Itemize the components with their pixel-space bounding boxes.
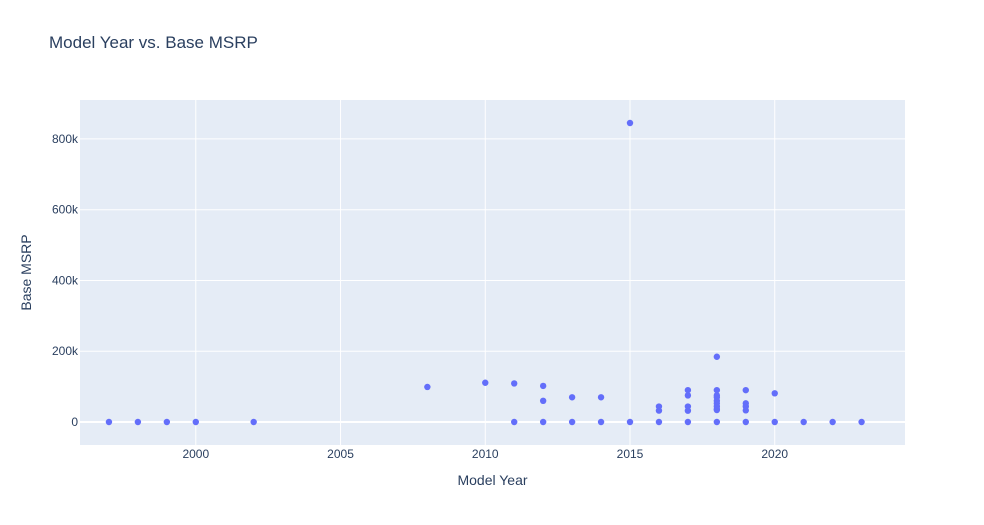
y-tick-label: 600k [52,203,79,217]
data-point[interactable] [655,418,663,426]
data-points [105,119,865,426]
data-point[interactable] [684,392,692,399]
data-point[interactable] [829,418,836,426]
data-point[interactable] [105,418,113,426]
data-point[interactable] [626,119,634,127]
data-point[interactable] [568,418,576,426]
data-point[interactable] [192,418,199,426]
x-tick-label: 2015 [617,447,644,461]
data-point[interactable] [800,418,807,426]
data-point[interactable] [684,418,692,426]
data-point[interactable] [597,418,605,426]
data-point[interactable] [539,397,547,405]
data-point[interactable] [684,386,692,394]
data-point[interactable] [568,394,576,401]
grid-lines [80,100,905,445]
data-point[interactable] [713,418,721,426]
data-point[interactable] [511,418,518,426]
data-point[interactable] [713,386,721,394]
data-point[interactable] [597,394,605,401]
data-point[interactable] [684,403,692,410]
data-point[interactable] [858,418,865,426]
y-tick-label: 800k [52,132,79,146]
data-point[interactable] [539,382,547,390]
x-tick-label: 2005 [327,447,354,461]
y-tick-label: 400k [52,273,79,287]
x-axis-title: Model Year [457,472,527,488]
data-point[interactable] [626,418,634,426]
y-tick-label: 200k [52,344,79,358]
x-tick-label: 2000 [182,447,209,461]
chart-title: Model Year vs. Base MSRP [49,33,258,52]
data-point[interactable] [539,418,547,426]
x-tick-label: 2020 [761,447,788,461]
x-tick-label: 2010 [472,447,499,461]
data-point[interactable] [163,418,171,426]
data-point[interactable] [424,383,431,391]
plot-area [80,100,905,445]
data-point[interactable] [713,392,721,399]
data-point[interactable] [655,403,663,410]
data-point[interactable] [771,390,778,397]
data-point[interactable] [771,418,778,426]
data-point[interactable] [250,418,257,426]
data-point[interactable] [511,380,518,387]
data-point[interactable] [742,400,749,407]
data-point[interactable] [742,418,749,426]
data-point[interactable] [742,386,749,394]
y-tick-label: 0 [71,415,78,429]
tick-labels: 2000 2005 2010 2015 2020 0 200k 400k 600k 800k [52,132,788,461]
data-point[interactable] [713,353,721,360]
data-point[interactable] [134,418,142,426]
data-point[interactable] [482,379,489,386]
y-axis-title: Base MSRP [18,234,34,310]
